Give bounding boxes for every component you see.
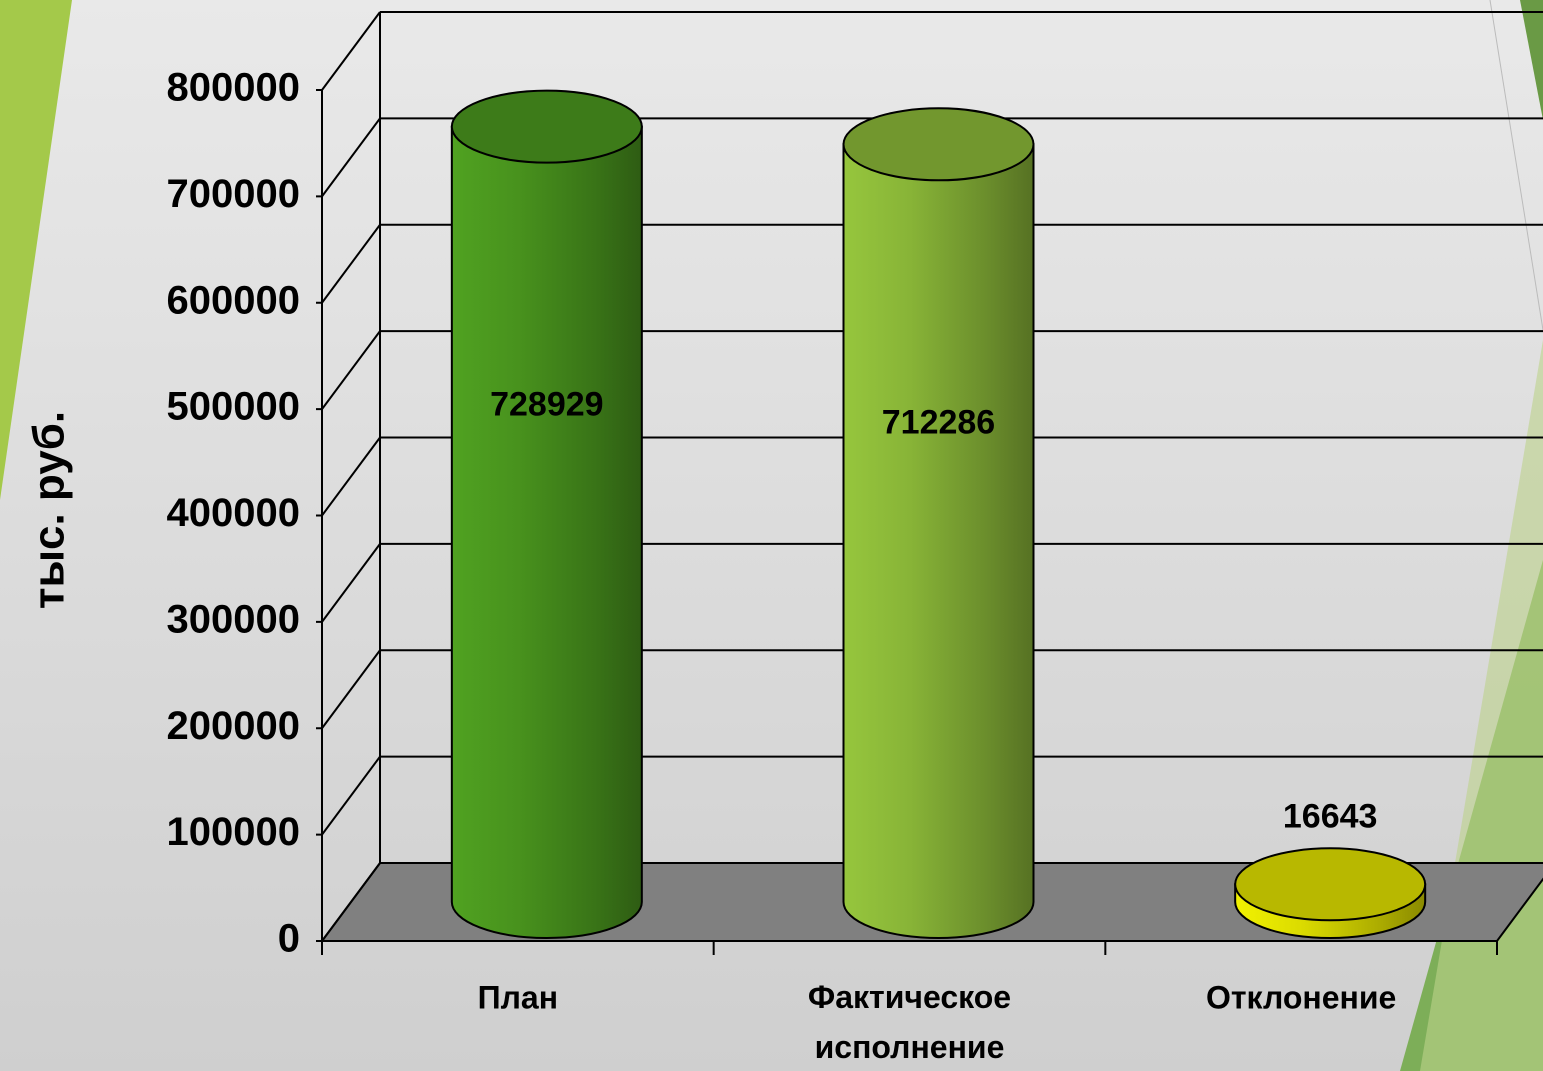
value-label: 16643 bbox=[1283, 797, 1378, 835]
y-tick-label: 400000 bbox=[167, 491, 300, 535]
grid-line bbox=[321, 224, 381, 304]
grid-line bbox=[321, 649, 381, 729]
grid-line bbox=[321, 756, 381, 836]
decor bbox=[1489, 0, 1543, 331]
grid-line bbox=[321, 862, 381, 942]
grid-line bbox=[321, 543, 381, 623]
bar-top bbox=[1234, 847, 1427, 922]
x-tick-label: Отклонение bbox=[1206, 979, 1396, 1015]
decor bbox=[1520, 0, 1543, 120]
plot-area: 0 100000 200000 300000 400000 500000 600000 700… bbox=[167, 11, 1543, 1065]
y-tick-label: 500000 bbox=[167, 385, 300, 429]
y-tick-label: 800000 bbox=[167, 66, 300, 110]
bar bbox=[450, 125, 643, 939]
y-tick-label: 300000 bbox=[167, 597, 300, 641]
x-tick-label: Фактическое исполнение bbox=[808, 979, 1011, 1065]
value-label: 712286 bbox=[882, 403, 995, 441]
bar-top bbox=[842, 107, 1035, 182]
x-tick-label: План bbox=[478, 979, 558, 1015]
y-tick-label: 200000 bbox=[167, 704, 300, 748]
y-tick-label: 700000 bbox=[167, 172, 300, 216]
bar-top bbox=[450, 89, 643, 164]
grid-line bbox=[321, 11, 381, 91]
grid-line bbox=[321, 436, 381, 517]
grid-line bbox=[321, 330, 381, 410]
y-tick-label: 600000 bbox=[167, 278, 300, 322]
y-axis-label: тыс. руб. bbox=[25, 411, 74, 609]
bar bbox=[842, 143, 1035, 939]
y-tick-label: 100000 bbox=[167, 810, 300, 854]
decor bbox=[0, 0, 72, 500]
value-label: 728929 bbox=[490, 386, 603, 424]
y-tick-label: 0 bbox=[278, 917, 300, 961]
grid-line bbox=[321, 117, 381, 197]
